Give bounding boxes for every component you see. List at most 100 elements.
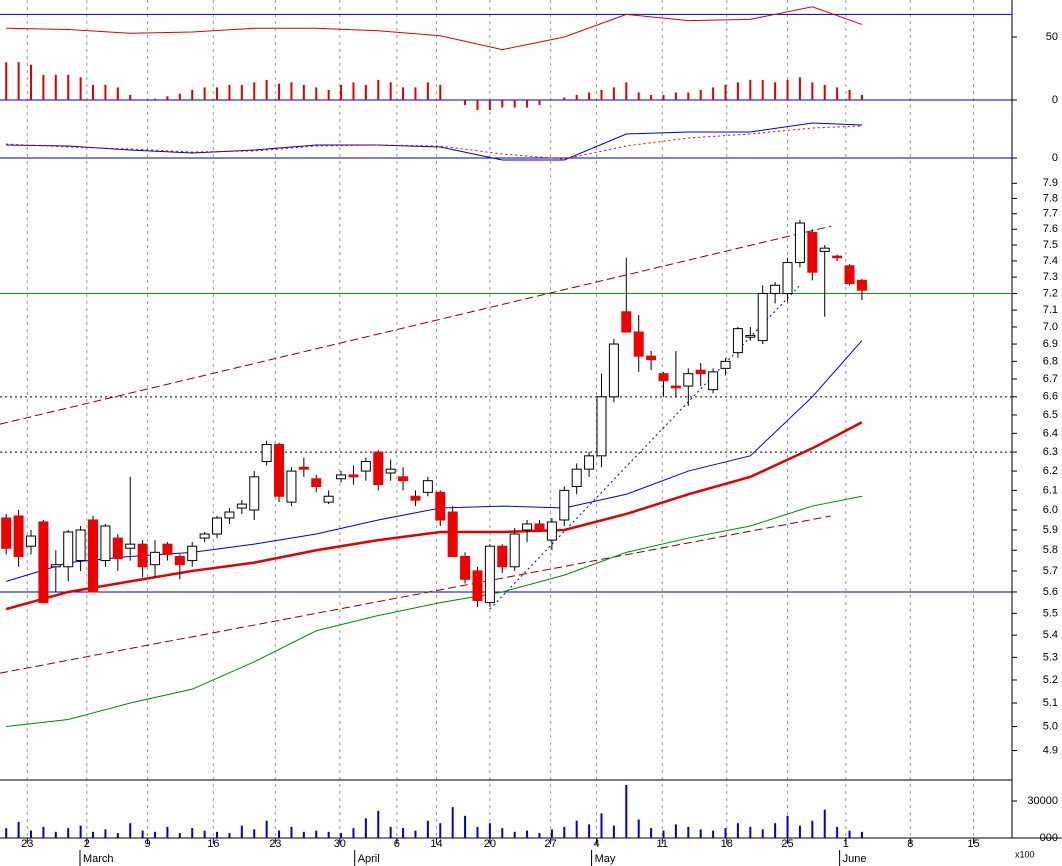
volume-bar bbox=[216, 831, 219, 838]
volume-bar bbox=[798, 825, 801, 838]
candle-body bbox=[522, 523, 533, 531]
indicator-bar bbox=[600, 89, 603, 100]
volume-bar bbox=[104, 829, 107, 838]
x-tick-label: 15 bbox=[967, 838, 979, 850]
volume-bar bbox=[5, 828, 8, 838]
x-tick-label: 18 bbox=[721, 838, 733, 850]
candle-body bbox=[608, 343, 619, 398]
y-tick-label: 5.5 bbox=[1043, 607, 1058, 619]
candle-body bbox=[794, 222, 805, 264]
candle-body bbox=[435, 491, 446, 521]
y-tick-label: 7.8 bbox=[1043, 192, 1058, 204]
y-tick-label: 6.6 bbox=[1043, 391, 1058, 403]
volume-bar bbox=[30, 830, 33, 838]
indicator-bar bbox=[712, 87, 715, 100]
candle-body bbox=[50, 564, 61, 568]
indicator-bar bbox=[216, 87, 219, 100]
candle-body bbox=[460, 555, 471, 580]
candle-body bbox=[819, 247, 830, 252]
y-tick-label: 0 bbox=[1052, 152, 1058, 164]
indicator-bar bbox=[749, 79, 752, 100]
moving-average bbox=[5, 421, 863, 611]
candle-body bbox=[447, 511, 458, 557]
volume-bar bbox=[302, 831, 305, 838]
indicator-bar bbox=[563, 97, 566, 100]
indicator-bar bbox=[154, 98, 157, 100]
candle-body bbox=[596, 396, 607, 457]
x-tick-label: 6 bbox=[394, 838, 400, 850]
indicator-bar bbox=[414, 87, 417, 100]
volume-bar bbox=[774, 823, 777, 838]
indicator-bar bbox=[674, 92, 677, 100]
indicator-bar bbox=[761, 79, 764, 100]
indicator-bar bbox=[402, 87, 405, 100]
indicator-bar bbox=[352, 82, 355, 100]
y-tick-label: 5.1 bbox=[1043, 697, 1058, 709]
candle-body bbox=[708, 371, 719, 391]
volume-bar bbox=[253, 829, 256, 838]
candle-body bbox=[546, 521, 557, 541]
candle-body bbox=[856, 279, 867, 291]
indicator-bar bbox=[17, 62, 20, 100]
x-tick-label: 20 bbox=[484, 838, 496, 850]
y-tick-label: 6.7 bbox=[1043, 373, 1058, 385]
y-tick-label: 5.0 bbox=[1043, 720, 1058, 732]
indicator-bar bbox=[811, 82, 814, 100]
indicator-bar bbox=[389, 82, 392, 100]
indicator-bar bbox=[526, 100, 529, 108]
y-tick-label: 6.8 bbox=[1043, 355, 1058, 367]
indicator-line bbox=[6, 122, 862, 161]
indicator-bar bbox=[166, 96, 169, 100]
indicator-bar bbox=[79, 77, 82, 100]
volume-bar bbox=[550, 829, 553, 838]
indicator-bar bbox=[340, 84, 343, 100]
volume-bar bbox=[712, 830, 715, 838]
candle-body bbox=[410, 495, 421, 501]
y-tick-label: 5.3 bbox=[1043, 651, 1058, 663]
candle-body bbox=[348, 474, 359, 478]
candle-body bbox=[658, 373, 669, 382]
candle-body bbox=[720, 360, 731, 369]
indicator-bar bbox=[848, 89, 851, 100]
volume-bar bbox=[823, 809, 826, 838]
volume-bar bbox=[650, 828, 653, 838]
indicator-bar bbox=[116, 87, 119, 100]
indicator-bar bbox=[736, 82, 739, 100]
indicator-bar bbox=[501, 100, 504, 108]
y-tick-label: 5.2 bbox=[1043, 674, 1058, 686]
indicator-bar bbox=[30, 64, 33, 100]
y-tick-label: 7.1 bbox=[1043, 304, 1058, 316]
volume-bar bbox=[203, 830, 206, 838]
indicator-bar bbox=[513, 100, 516, 108]
y-tick-label: 6.9 bbox=[1043, 338, 1058, 350]
indicator-bar bbox=[377, 79, 380, 100]
candle-body bbox=[571, 468, 582, 488]
indicator-bar bbox=[774, 82, 777, 100]
volume-bar bbox=[178, 833, 181, 838]
candle-body bbox=[75, 529, 86, 562]
x-tick-label: 8 bbox=[907, 838, 913, 850]
indicator-bar bbox=[67, 74, 70, 100]
candle-body bbox=[745, 334, 756, 338]
y-tick-label: 000 bbox=[1040, 832, 1058, 844]
volume-bar bbox=[315, 830, 318, 838]
y-tick-label: 7.4 bbox=[1043, 255, 1058, 267]
y-tick-label: 5.4 bbox=[1043, 629, 1058, 641]
candle-body bbox=[695, 369, 706, 375]
volume-bar bbox=[526, 830, 529, 838]
indicator-bar bbox=[464, 100, 467, 106]
moving-average bbox=[6, 495, 863, 728]
candle-body bbox=[249, 476, 260, 511]
volume-bar bbox=[724, 828, 727, 838]
indicator-bar bbox=[265, 79, 268, 100]
y-tick-label: 6.4 bbox=[1043, 427, 1058, 439]
candle-body bbox=[584, 455, 595, 470]
candle-body bbox=[385, 468, 396, 474]
volume-bar bbox=[67, 828, 70, 838]
y-tick-label: 6.0 bbox=[1043, 504, 1058, 516]
y-tick-label: 6.1 bbox=[1043, 484, 1058, 496]
x-tick-label: 11 bbox=[657, 838, 668, 850]
volume-bar bbox=[674, 824, 677, 838]
indicator-line bbox=[6, 6, 863, 51]
